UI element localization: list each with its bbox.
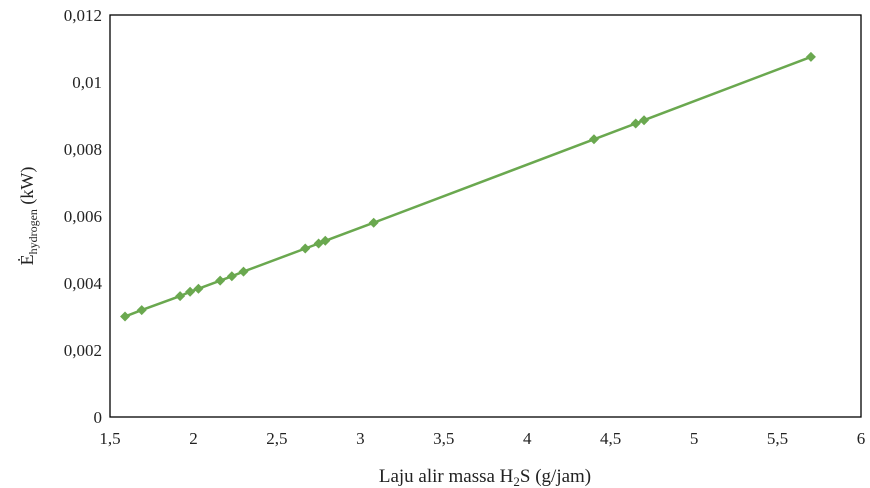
- x-tick-label: 5: [690, 429, 699, 448]
- y-tick-label: 0,008: [64, 140, 102, 159]
- x-tick-label: 5,5: [767, 429, 788, 448]
- series-markers: [120, 51, 816, 322]
- data-point: [215, 275, 226, 286]
- y-tick-labels: 0 0,002 0,004 0,006 0,008 0,01 0,012: [64, 6, 103, 427]
- data-point: [588, 134, 599, 145]
- data-point: [175, 291, 186, 302]
- x-tick-labels: 1,5 2 2,5 3 3,5 4 4,5 5 5,5 6: [99, 429, 865, 448]
- data-point: [226, 271, 237, 282]
- data-point: [320, 235, 331, 246]
- series-line: [124, 55, 812, 318]
- x-axis-title: Laju alir massa H2S (g/jam): [379, 466, 591, 488]
- data-point: [193, 283, 204, 294]
- data-point: [120, 311, 131, 322]
- data-point: [300, 243, 311, 254]
- x-tick-label: 3: [356, 429, 365, 448]
- x-tick-label: 4,5: [600, 429, 621, 448]
- x-tick-label: 2,5: [266, 429, 287, 448]
- x-tick-label: 2: [189, 429, 198, 448]
- data-point: [238, 266, 249, 277]
- data-point: [185, 286, 196, 297]
- x-tick-label: 6: [857, 429, 866, 448]
- data-point: [368, 217, 379, 228]
- y-tick-label: 0: [94, 408, 103, 427]
- y-axis-title: Ėhydrogen (kW): [17, 167, 40, 266]
- data-point: [630, 118, 641, 129]
- y-tick-label: 0,012: [64, 6, 102, 25]
- y-tick-label: 0,004: [64, 274, 103, 293]
- data-point: [805, 51, 816, 62]
- data-point: [136, 305, 147, 316]
- y-tick-label: 0,002: [64, 341, 102, 360]
- x-tick-label: 4: [523, 429, 532, 448]
- x-tick-label: 1,5: [99, 429, 120, 448]
- y-tick-label: 0,006: [64, 207, 102, 226]
- x-tick-label: 3,5: [433, 429, 454, 448]
- data-point: [639, 115, 650, 126]
- y-tick-label: 0,01: [72, 73, 102, 92]
- plot-area: [109, 14, 862, 418]
